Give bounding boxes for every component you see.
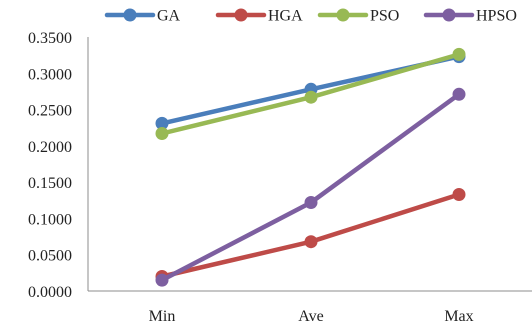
x-tick-labels: Min Ave Max — [149, 308, 474, 325]
series-layer — [155, 47, 466, 287]
legend-marker-hpso — [442, 8, 456, 22]
y-tick-label: 0.0500 — [28, 248, 72, 265]
legend: GA HGA PSO HPSO — [104, 8, 517, 25]
y-tick-label: 0.1500 — [28, 175, 72, 192]
legend-item-hpso: HPSO — [423, 8, 517, 25]
legend-item-pso: PSO — [317, 8, 399, 25]
series-ga — [155, 50, 466, 130]
x-tick-label: Ave — [298, 308, 323, 325]
legend-label-ga: GA — [157, 8, 181, 25]
legend-item-ga: GA — [104, 8, 181, 25]
y-tick-label: 0.3500 — [28, 30, 72, 47]
data-point-pso — [304, 90, 318, 104]
y-tick-label: 0.3000 — [28, 66, 72, 83]
y-tick-labels: 0.0000 0.0500 0.1000 0.1500 0.2000 0.2500 0.30… — [28, 30, 72, 301]
data-point-hga — [452, 188, 466, 201]
series-pso — [155, 47, 466, 140]
legend-label-hga: HGA — [268, 8, 303, 25]
axes-layer — [87, 37, 532, 292]
x-tick-label: Min — [149, 308, 176, 325]
legend-label-pso: PSO — [370, 8, 399, 25]
legend-marker-hga — [234, 8, 248, 22]
data-point-hpso — [155, 273, 169, 287]
legend-item-hga: HGA — [215, 8, 303, 25]
legend-label-hpso: HPSO — [476, 8, 517, 25]
data-point-hga — [304, 235, 318, 249]
data-point-hpso — [452, 87, 466, 101]
data-point-ga — [155, 116, 169, 130]
y-tick-label: 0.1000 — [28, 211, 72, 228]
data-point-pso — [155, 127, 169, 140]
data-point-pso — [452, 47, 466, 61]
x-tick-label: Max — [444, 308, 473, 325]
y-tick-label: 0.2500 — [28, 103, 72, 120]
legend-marker-ga — [123, 8, 137, 22]
series-hpso — [155, 87, 466, 287]
legend-marker-pso — [336, 8, 350, 22]
data-point-hpso — [304, 196, 318, 209]
y-tick-label: 0.2000 — [28, 139, 72, 156]
y-tick-label: 0.0000 — [28, 284, 72, 301]
